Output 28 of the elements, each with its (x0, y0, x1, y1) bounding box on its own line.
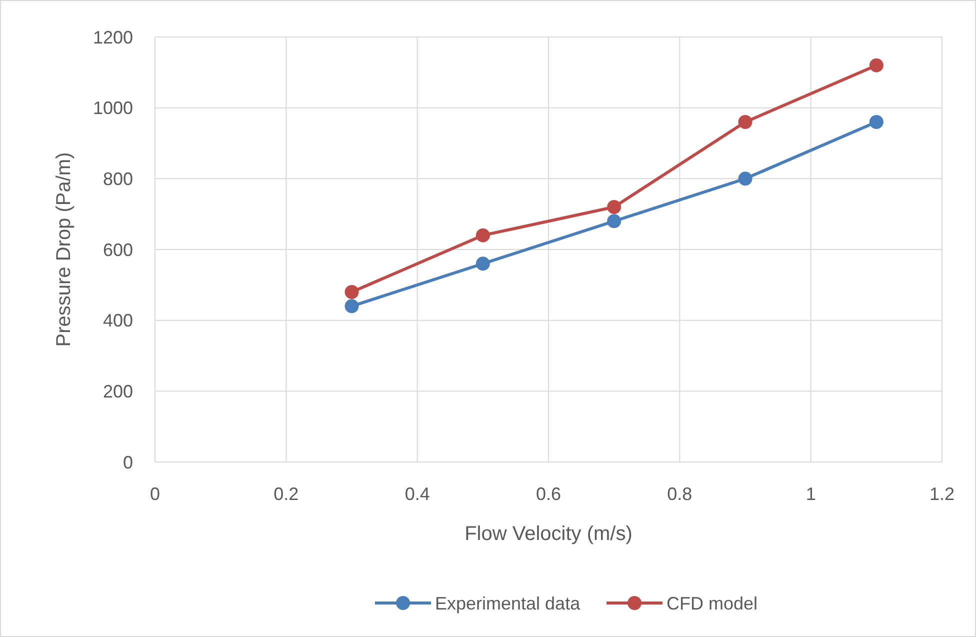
y-tick-label: 1000 (92, 98, 133, 118)
x-tick-label: 0.8 (667, 484, 692, 504)
x-tick-label: 1 (806, 484, 816, 504)
y-tick-label: 600 (102, 240, 133, 260)
y-tick-label: 200 (102, 381, 133, 402)
x-tick-label: 0.4 (404, 484, 430, 504)
x-tick-label: 0.2 (274, 484, 299, 504)
x-axis-title: Flow Velocity (m/s) (464, 523, 632, 545)
point (738, 115, 752, 129)
point (344, 285, 359, 299)
y-tick-label: 400 (102, 310, 133, 331)
x-tick-label: 0.6 (536, 484, 562, 504)
x-tick-label: 1.2 (929, 484, 955, 504)
point (476, 256, 490, 271)
y-tick-label: 800 (102, 168, 133, 189)
y-axis-title: Pressure Drop (Pa/m) (53, 152, 75, 347)
point (344, 299, 359, 314)
point (869, 115, 884, 129)
legend-label: Experimental data (435, 593, 582, 614)
legend-label: CFD model (666, 593, 758, 614)
x-tick-label: 0 (150, 484, 160, 504)
point (869, 58, 884, 72)
point (607, 200, 622, 214)
y-tick-label: 1200 (92, 27, 133, 48)
point (607, 214, 622, 228)
y-tick-label: 0 (122, 452, 133, 472)
point (476, 228, 490, 242)
point (738, 172, 752, 186)
